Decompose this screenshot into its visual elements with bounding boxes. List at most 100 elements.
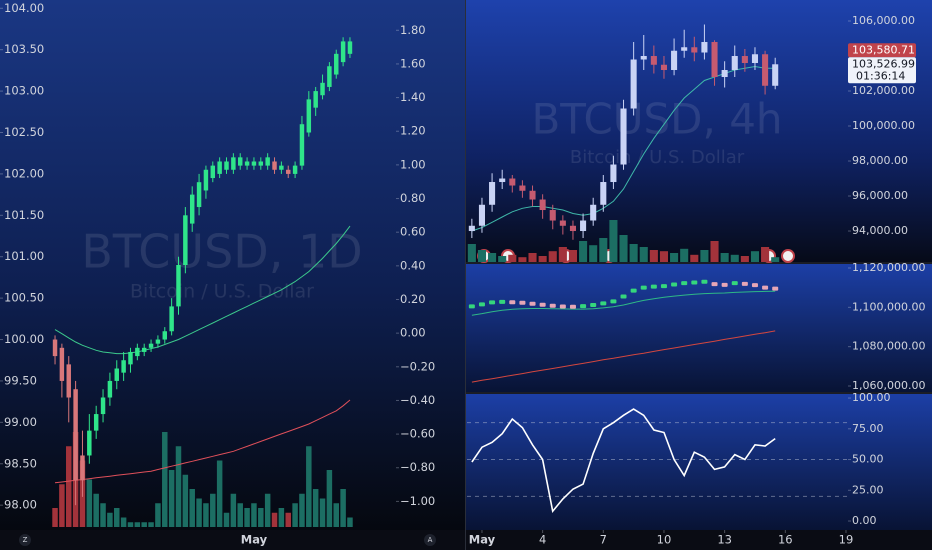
x-tick-label: 10 — [657, 533, 672, 547]
indicator-dot — [519, 300, 526, 305]
indicator-dot — [478, 302, 485, 307]
candle-body — [313, 91, 318, 108]
candle-body — [196, 182, 202, 208]
icon-button[interactable] — [19, 534, 31, 546]
volume-bar — [538, 256, 547, 262]
volume-bar — [86, 479, 93, 527]
volume-bar — [740, 256, 749, 262]
candle-body — [610, 164, 617, 183]
volume-bar — [710, 241, 719, 262]
volume-bar — [700, 250, 709, 262]
candle-body — [489, 182, 496, 205]
candle-body — [114, 368, 119, 381]
y-tick-label: 1,120,000.00 — [852, 261, 925, 274]
candle-body — [499, 178, 506, 183]
volume-bar — [680, 248, 689, 262]
candle-body — [100, 397, 106, 415]
candle-body — [347, 41, 353, 54]
candle-body — [224, 161, 229, 170]
candle-body — [121, 360, 126, 373]
indicator-dot — [772, 286, 779, 291]
candle-body — [731, 56, 738, 71]
volume-bar — [730, 254, 739, 262]
volume-bar — [589, 245, 598, 262]
volume-bar — [639, 247, 648, 262]
volume-bar — [148, 522, 154, 527]
candle-body — [292, 165, 298, 174]
volume-bar — [488, 253, 497, 262]
x-tick-label: 4 — [539, 533, 546, 547]
volume-bar — [134, 522, 141, 527]
volume-bar — [629, 244, 638, 262]
y-tick-label: −0.20 — [400, 359, 435, 373]
candle-body — [600, 182, 607, 205]
candle-body — [660, 64, 668, 71]
x-tick-label: May — [469, 533, 496, 547]
indicator-dot — [691, 280, 698, 285]
candle-body — [519, 185, 526, 191]
y-tick-label: 50.00 — [852, 453, 884, 466]
candle-body — [73, 389, 78, 481]
candle-body — [650, 56, 657, 65]
candle-body — [751, 54, 759, 64]
indicator-dot — [721, 282, 728, 287]
volume-bar — [299, 493, 305, 527]
y-tick-label: 94,000.00 — [852, 224, 908, 237]
countdown: 01:36:14 — [856, 69, 905, 82]
volume-bar — [120, 517, 127, 527]
candle-body — [640, 56, 647, 60]
y-tick-label: 98.00 — [4, 498, 37, 512]
candle-body — [340, 41, 346, 63]
candle-body — [155, 339, 161, 344]
y-tick-label: 1.00 — [400, 157, 426, 171]
candle-body — [93, 414, 99, 431]
indicator-dot — [590, 302, 597, 307]
indicator-dot — [600, 301, 607, 306]
y-tick-label: 101.50 — [4, 208, 44, 222]
indicator-dot — [630, 288, 637, 293]
candle-body — [272, 161, 277, 170]
volume-bar — [141, 522, 147, 527]
candle-body — [176, 265, 181, 307]
candle-body — [244, 161, 250, 166]
volume-bar — [292, 503, 298, 527]
volume-bar — [237, 503, 243, 527]
y-tick-label: 1,060,000.00 — [852, 379, 925, 392]
candle-body — [210, 165, 216, 179]
candle-body — [741, 56, 748, 64]
y-tick-label: 102,000.00 — [852, 84, 915, 97]
volume-bar — [223, 512, 230, 527]
candle-body — [258, 161, 264, 166]
y-tick-label: 104.00 — [4, 1, 44, 15]
volume-bar — [518, 257, 527, 262]
y-tick-label: 103.50 — [4, 42, 44, 56]
candle-body — [162, 331, 168, 340]
indicator-dot — [610, 299, 617, 304]
candle-body — [286, 169, 291, 174]
volume-bar — [210, 493, 216, 527]
indicator-dot — [620, 294, 627, 299]
y-tick-label: 0.80 — [400, 191, 426, 205]
volume-bar — [319, 498, 326, 527]
candle-body — [135, 347, 140, 357]
indicator-dot — [671, 282, 678, 287]
volume-bar — [196, 498, 202, 527]
candle-body — [306, 99, 312, 133]
candle-body — [509, 178, 516, 186]
icon-button[interactable] — [424, 534, 436, 546]
volume-bar — [285, 512, 291, 527]
candle-body — [183, 215, 188, 265]
indicator-dot — [640, 285, 647, 290]
y-tick-label: 100.00 — [852, 391, 891, 404]
candle-body — [671, 50, 678, 71]
volume-bar — [258, 508, 264, 527]
x-tick-label: 16 — [778, 533, 793, 547]
candle-body — [66, 364, 71, 398]
x-tick-label: 7 — [600, 533, 607, 547]
candle-body — [691, 47, 698, 53]
volume-bar — [271, 512, 278, 527]
candle-body — [772, 64, 779, 86]
indicator-dot — [529, 301, 536, 306]
volume-bar — [107, 512, 113, 527]
